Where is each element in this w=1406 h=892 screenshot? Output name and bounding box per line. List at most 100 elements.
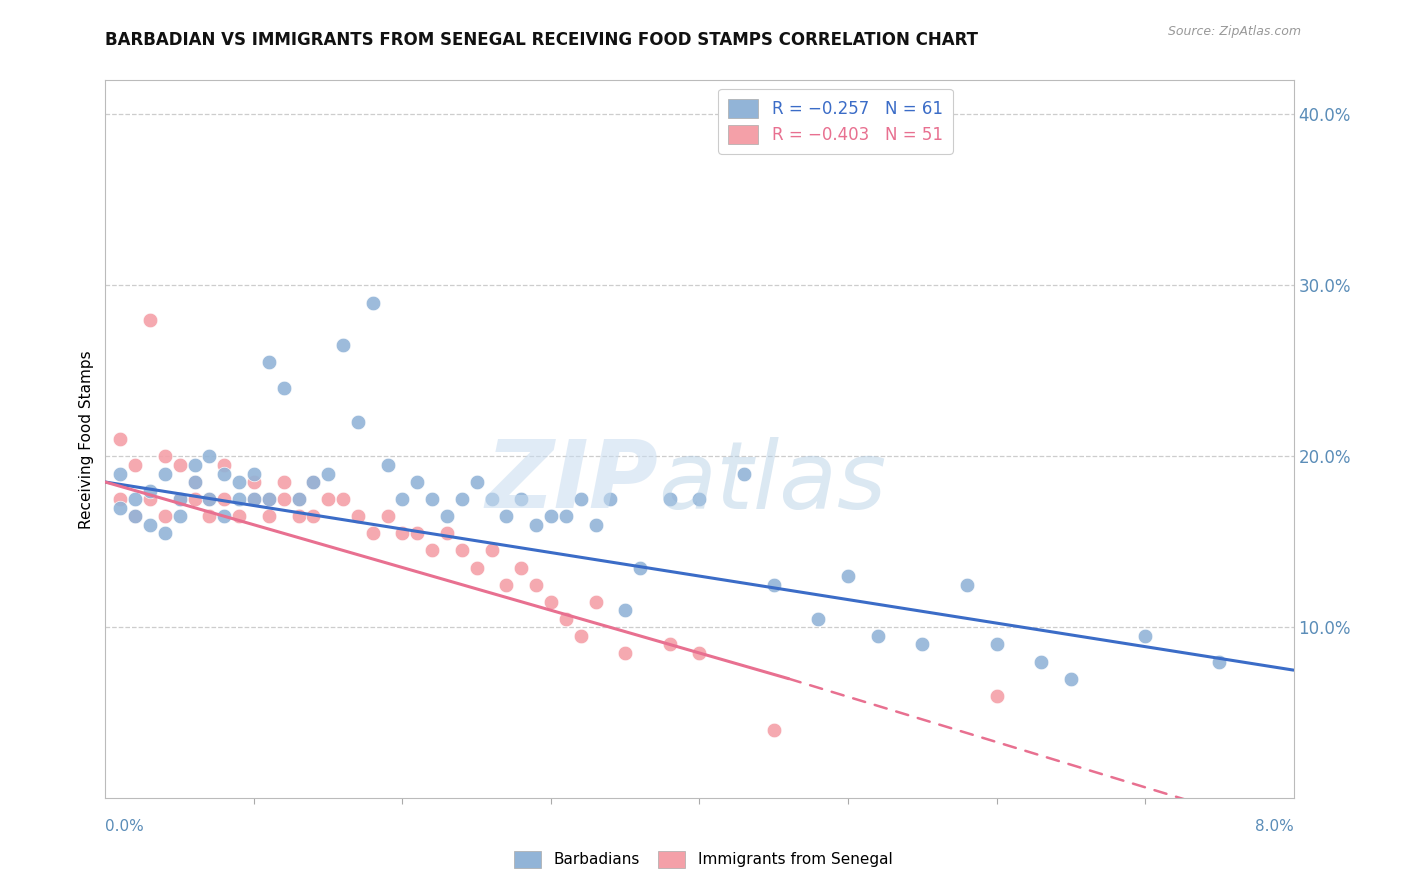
Point <box>436 526 458 541</box>
Point <box>420 492 443 507</box>
Point <box>347 509 370 524</box>
Point <box>257 492 280 507</box>
Point <box>243 467 266 481</box>
Point <box>139 517 162 532</box>
Point <box>436 509 458 524</box>
Point <box>257 509 280 524</box>
Point <box>287 492 309 507</box>
Point <box>689 646 711 660</box>
Point <box>658 492 681 507</box>
Point <box>243 492 266 507</box>
Point <box>986 689 1008 703</box>
Point <box>169 492 191 507</box>
Point <box>465 475 488 489</box>
Point <box>658 637 681 651</box>
Point <box>540 509 562 524</box>
Point <box>524 577 547 591</box>
Point <box>481 543 503 558</box>
Point <box>911 637 934 651</box>
Point <box>110 432 132 446</box>
Point <box>481 492 503 507</box>
Point <box>733 467 755 481</box>
Point <box>956 577 979 591</box>
Point <box>124 492 146 507</box>
Point <box>110 467 132 481</box>
Text: atlas: atlas <box>658 437 886 528</box>
Point <box>450 492 472 507</box>
Point <box>406 526 429 541</box>
Point <box>377 458 399 472</box>
Point <box>554 612 576 626</box>
Point <box>347 415 370 429</box>
Point <box>986 637 1008 651</box>
Point <box>406 475 429 489</box>
Point <box>110 500 132 515</box>
Point <box>124 509 146 524</box>
Point <box>302 475 325 489</box>
Point <box>124 509 146 524</box>
Point <box>183 475 205 489</box>
Point <box>257 492 280 507</box>
Legend: Barbadians, Immigrants from Senegal: Barbadians, Immigrants from Senegal <box>508 845 898 873</box>
Point <box>214 509 236 524</box>
Point <box>554 509 576 524</box>
Point <box>243 492 266 507</box>
Point <box>214 467 236 481</box>
Point <box>510 560 533 574</box>
Point <box>614 603 637 617</box>
Point <box>169 492 191 507</box>
Point <box>273 381 295 395</box>
Point <box>569 492 592 507</box>
Point <box>1060 672 1083 686</box>
Point <box>807 612 830 626</box>
Point <box>183 492 205 507</box>
Point <box>585 595 607 609</box>
Point <box>287 492 309 507</box>
Point <box>228 492 250 507</box>
Point <box>153 467 176 481</box>
Point <box>139 483 162 498</box>
Point <box>361 295 384 310</box>
Point <box>465 560 488 574</box>
Point <box>450 543 472 558</box>
Point <box>302 509 325 524</box>
Point <box>332 338 354 352</box>
Point <box>183 475 205 489</box>
Point <box>110 492 132 507</box>
Point <box>569 629 592 643</box>
Point <box>228 509 250 524</box>
Point <box>183 458 205 472</box>
Point <box>198 450 221 464</box>
Text: 8.0%: 8.0% <box>1254 820 1294 834</box>
Point <box>391 526 413 541</box>
Point <box>391 492 413 507</box>
Point <box>198 492 221 507</box>
Point <box>287 509 309 524</box>
Point <box>153 450 176 464</box>
Point <box>689 492 711 507</box>
Point <box>540 595 562 609</box>
Point <box>510 492 533 507</box>
Point <box>420 543 443 558</box>
Point <box>837 569 859 583</box>
Point <box>124 458 146 472</box>
Point <box>866 629 889 643</box>
Point <box>762 577 785 591</box>
Point <box>332 492 354 507</box>
Point <box>169 509 191 524</box>
Point <box>169 458 191 472</box>
Point <box>495 577 517 591</box>
Point <box>139 312 162 326</box>
Point <box>243 475 266 489</box>
Point <box>316 492 339 507</box>
Point <box>302 475 325 489</box>
Point <box>524 517 547 532</box>
Point <box>628 560 651 574</box>
Point <box>599 492 621 507</box>
Text: ZIP: ZIP <box>485 436 658 528</box>
Point <box>273 492 295 507</box>
Text: BARBADIAN VS IMMIGRANTS FROM SENEGAL RECEIVING FOOD STAMPS CORRELATION CHART: BARBADIAN VS IMMIGRANTS FROM SENEGAL REC… <box>105 31 979 49</box>
Point <box>273 475 295 489</box>
Y-axis label: Receiving Food Stamps: Receiving Food Stamps <box>79 350 94 529</box>
Point <box>1133 629 1156 643</box>
